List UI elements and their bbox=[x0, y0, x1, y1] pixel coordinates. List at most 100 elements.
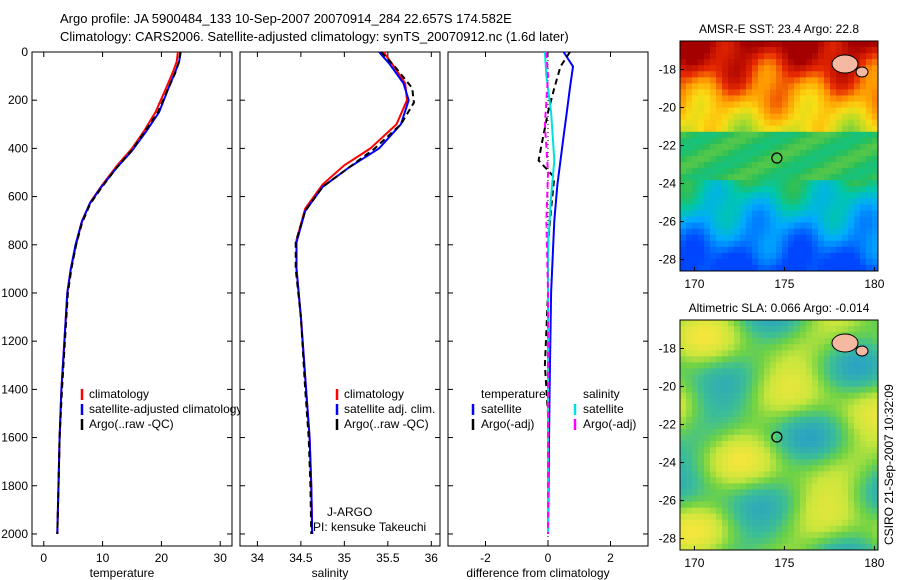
map-cell bbox=[710, 453, 717, 460]
map-cell bbox=[818, 483, 825, 490]
map-cell bbox=[716, 362, 723, 369]
map-cell bbox=[740, 447, 747, 454]
map-cell bbox=[830, 501, 837, 509]
map-cell bbox=[806, 222, 813, 230]
map-cell bbox=[698, 162, 705, 169]
map-cell bbox=[722, 149, 729, 157]
map-cell bbox=[710, 543, 717, 551]
map-cell bbox=[788, 83, 795, 90]
map-cell bbox=[842, 422, 849, 430]
map-cell bbox=[746, 258, 753, 266]
map-cell bbox=[776, 519, 783, 527]
map-cell bbox=[824, 258, 831, 266]
map-cell bbox=[710, 350, 717, 357]
map-cell bbox=[866, 168, 873, 175]
map-cell bbox=[758, 71, 765, 78]
map-cell bbox=[836, 422, 843, 430]
map-cell bbox=[698, 380, 705, 387]
map-cell bbox=[848, 320, 855, 327]
map-cell bbox=[860, 513, 867, 521]
map-cell bbox=[686, 264, 693, 272]
map-cell bbox=[770, 471, 777, 478]
map-cell bbox=[686, 101, 693, 108]
legend-label: satellite-adjusted climatology bbox=[89, 402, 242, 416]
map-cell bbox=[848, 89, 855, 96]
map-cell bbox=[824, 137, 831, 145]
map-cell bbox=[746, 186, 753, 193]
map-cell bbox=[704, 240, 711, 248]
map-cell bbox=[794, 143, 801, 151]
map-cell bbox=[710, 507, 717, 515]
map-cell bbox=[752, 101, 759, 108]
y-tick-label: 1000 bbox=[1, 286, 28, 300]
map-cell bbox=[824, 143, 831, 151]
map-cell bbox=[812, 240, 819, 248]
map-cell bbox=[698, 447, 705, 454]
map-cell bbox=[770, 459, 777, 466]
map-cell bbox=[692, 101, 699, 108]
map-cell bbox=[752, 374, 759, 381]
map-cell bbox=[776, 252, 783, 260]
map-cell bbox=[848, 374, 855, 381]
map-cell bbox=[764, 447, 771, 454]
map-cell bbox=[800, 204, 807, 211]
map-cell bbox=[812, 435, 819, 442]
map-cell bbox=[722, 537, 729, 545]
map-cell bbox=[758, 174, 765, 181]
map-cell bbox=[680, 477, 687, 484]
map-cell bbox=[854, 162, 861, 169]
map-cell bbox=[860, 477, 867, 484]
map-cell bbox=[758, 519, 765, 527]
map-cell bbox=[704, 101, 711, 108]
map-cell bbox=[866, 101, 873, 108]
map-cell bbox=[824, 204, 831, 211]
map-cell bbox=[794, 320, 801, 327]
map-cell bbox=[818, 65, 825, 72]
y-tick-label: 400 bbox=[8, 141, 28, 155]
map-cell bbox=[854, 83, 861, 90]
map-cell bbox=[728, 47, 735, 54]
map-cell bbox=[740, 47, 747, 54]
map-cell bbox=[692, 543, 699, 551]
map-cell bbox=[872, 180, 879, 187]
map-cell bbox=[782, 89, 789, 96]
map-cell bbox=[710, 428, 717, 436]
map-cell bbox=[746, 240, 753, 248]
map-cell bbox=[740, 204, 747, 211]
map-cell bbox=[746, 380, 753, 387]
y-tick-label: -26 bbox=[659, 215, 677, 229]
map-cell bbox=[764, 180, 771, 187]
map-cell bbox=[836, 107, 843, 115]
legend-label: Argo(..raw -QC) bbox=[89, 417, 174, 431]
map-cell bbox=[746, 483, 753, 490]
map-cell bbox=[842, 107, 849, 115]
map-cell bbox=[866, 374, 873, 381]
map-cell bbox=[788, 198, 795, 205]
x-tick-label: 175 bbox=[774, 277, 794, 291]
map-cell bbox=[830, 252, 837, 260]
map-cell bbox=[764, 416, 771, 424]
map-cell bbox=[806, 386, 813, 394]
map-cell bbox=[836, 149, 843, 157]
map-cell bbox=[716, 156, 723, 163]
map-cell bbox=[746, 168, 753, 175]
map-cell bbox=[800, 320, 807, 327]
map-cell bbox=[782, 368, 789, 375]
map-cell bbox=[710, 137, 717, 145]
map-cell bbox=[680, 404, 687, 412]
map-cell bbox=[680, 416, 687, 424]
map-cell bbox=[716, 459, 723, 466]
map-cell bbox=[758, 113, 765, 121]
map-cell bbox=[758, 338, 765, 345]
map-cell bbox=[812, 216, 819, 223]
map-cell bbox=[866, 59, 873, 66]
map-cell bbox=[824, 168, 831, 175]
map-cell bbox=[692, 168, 699, 175]
map-cell bbox=[818, 525, 825, 533]
map-cell bbox=[734, 198, 741, 205]
map-cell bbox=[776, 198, 783, 205]
map-cell bbox=[710, 168, 717, 175]
map-cell bbox=[842, 356, 849, 363]
map-cell bbox=[836, 416, 843, 424]
map-cell bbox=[842, 143, 849, 151]
